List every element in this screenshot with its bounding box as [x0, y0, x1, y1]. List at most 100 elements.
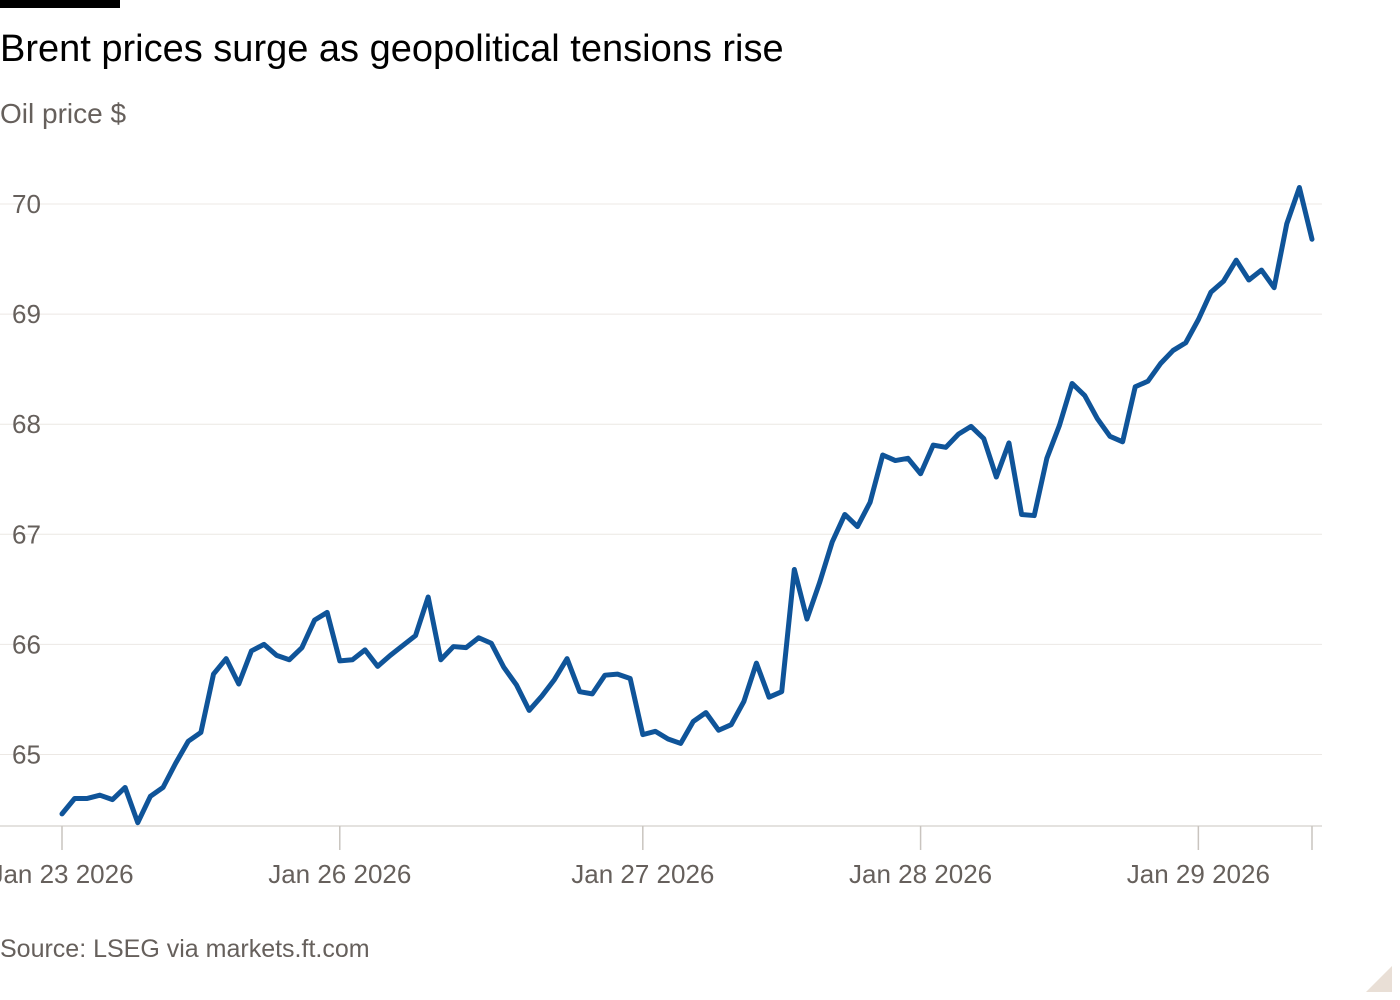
data-point	[602, 673, 607, 678]
data-point	[249, 648, 254, 653]
data-point	[729, 722, 734, 727]
x-tick-labels: Jan 23 2026 Jan 26 2026 Jan 27 2026 Jan 28 …	[0, 859, 1270, 889]
x-tick-label: Jan 28 2026	[849, 859, 992, 889]
data-point	[388, 653, 393, 658]
data-point	[539, 694, 544, 699]
chart-subtitle: Oil price $	[0, 98, 127, 129]
y-tick-label: 66	[12, 629, 41, 659]
data-point	[363, 647, 368, 652]
accent-bar	[0, 0, 120, 8]
data-point	[1158, 361, 1163, 366]
data-point	[173, 761, 178, 766]
data-point	[400, 643, 405, 648]
data-point	[552, 677, 557, 682]
data-point	[72, 796, 77, 801]
data-point	[969, 424, 974, 429]
data-point	[716, 728, 721, 733]
data-point	[754, 661, 759, 666]
data-point	[779, 689, 784, 694]
data-point	[1082, 393, 1087, 398]
y-tick-label: 67	[12, 519, 41, 549]
data-point	[855, 524, 860, 529]
x-tick-label: Jan 27 2026	[571, 859, 714, 889]
data-point	[489, 641, 494, 646]
data-point	[337, 658, 342, 663]
data-point	[1259, 268, 1264, 273]
data-point	[666, 737, 671, 742]
data-point	[426, 595, 431, 600]
corner-fold-icon	[1366, 966, 1392, 992]
data-point	[1006, 440, 1011, 445]
data-point	[653, 729, 658, 734]
data-point	[767, 695, 772, 700]
y-tick-labels: 65 66 67 68 69 70	[12, 189, 41, 769]
data-point	[1183, 340, 1188, 345]
data-point	[1095, 416, 1100, 421]
data-point	[135, 820, 140, 825]
x-tick-label: Jan 23 2026	[0, 859, 134, 889]
data-point	[1120, 439, 1125, 444]
data-point	[1234, 258, 1239, 263]
data-point	[1208, 290, 1213, 295]
data-point	[640, 732, 645, 737]
data-point	[1246, 277, 1251, 282]
x-tick-label: Jan 26 2026	[268, 859, 411, 889]
data-point	[464, 645, 469, 650]
data-point	[476, 635, 481, 640]
data-point	[1133, 384, 1138, 389]
y-tick-label: 69	[12, 299, 41, 329]
data-point	[1044, 456, 1049, 461]
y-tick-label: 68	[12, 409, 41, 439]
data-point	[186, 739, 191, 744]
data-point	[1019, 512, 1024, 517]
data-point	[565, 656, 570, 661]
data-point	[678, 741, 683, 746]
data-point	[123, 785, 128, 790]
data-point	[97, 793, 102, 798]
data-point	[198, 730, 203, 735]
data-point	[905, 456, 910, 461]
data-point	[501, 665, 506, 670]
data-point	[1070, 381, 1075, 386]
gridlines	[0, 203, 1322, 755]
data-point	[981, 436, 986, 441]
data-point	[1221, 279, 1226, 284]
data-point	[842, 512, 847, 517]
data-point	[792, 567, 797, 572]
data-point	[628, 676, 633, 681]
data-point	[413, 633, 418, 638]
data-point	[1272, 285, 1277, 290]
data-point	[1297, 185, 1302, 190]
x-axis	[0, 825, 1322, 850]
data-point	[274, 653, 279, 658]
data-point	[514, 683, 519, 688]
data-point	[325, 610, 330, 615]
data-point	[299, 645, 304, 650]
data-point	[85, 796, 90, 801]
data-point	[350, 657, 355, 662]
source-note: Source: LSEG via markets.ft.com	[0, 935, 370, 963]
data-point	[438, 657, 443, 662]
data-point	[211, 672, 216, 677]
data-point	[451, 644, 456, 649]
data-point	[224, 656, 229, 661]
data-point	[691, 719, 696, 724]
data-point	[590, 691, 595, 696]
data-point	[161, 785, 166, 790]
data-point	[312, 618, 317, 623]
data-point	[1284, 221, 1289, 226]
data-point	[880, 453, 885, 458]
x-tick-label: Jan 29 2026	[1127, 859, 1270, 889]
data-point	[236, 681, 241, 686]
data-point	[741, 699, 746, 704]
data-point	[918, 471, 923, 476]
data-point	[1145, 379, 1150, 384]
data-point	[615, 672, 620, 677]
data-point	[943, 445, 948, 450]
data-point	[1057, 423, 1062, 428]
y-tick-label: 65	[12, 739, 41, 769]
data-point	[148, 794, 153, 799]
y-tick-label: 70	[12, 189, 41, 219]
data-point	[703, 710, 708, 715]
data-point	[804, 617, 809, 622]
